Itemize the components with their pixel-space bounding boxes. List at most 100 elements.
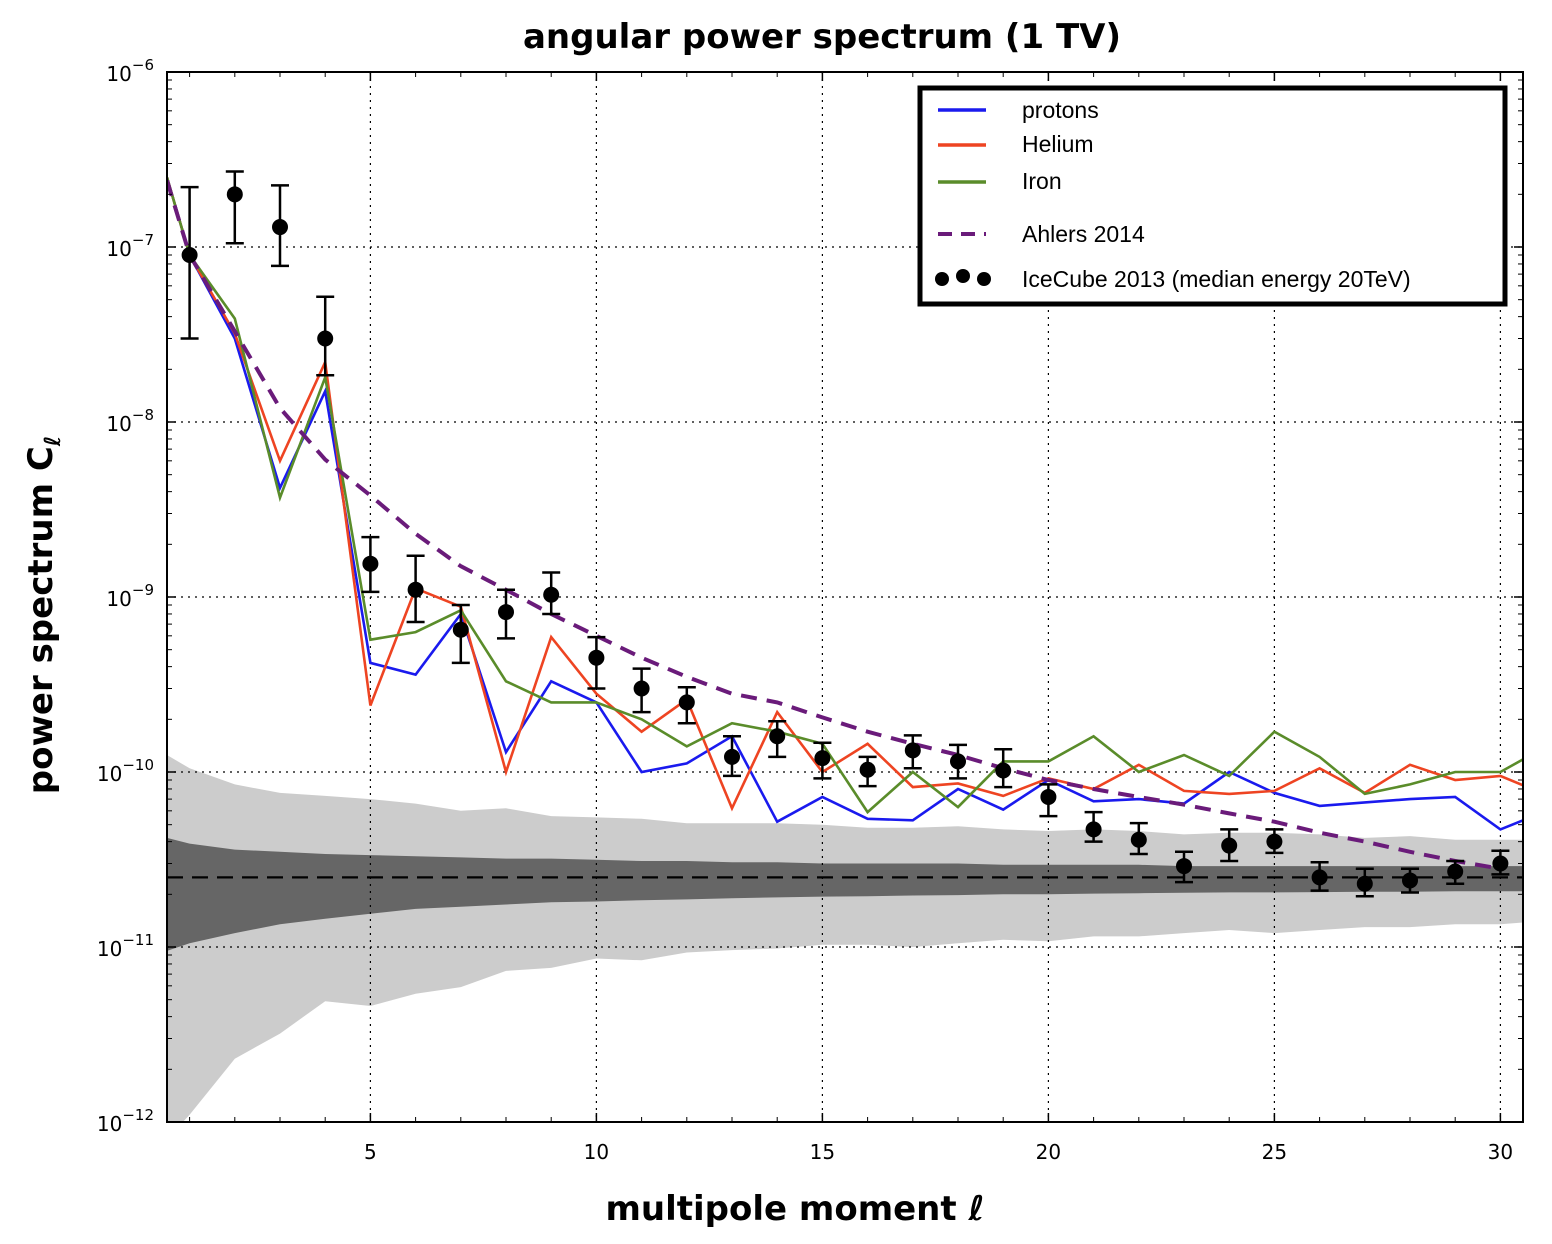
icecube-point-3 <box>271 184 289 268</box>
icecube-point-2 <box>225 170 244 245</box>
y-tick-label-base: 10 <box>106 412 131 436</box>
icecube-point-23 <box>1175 850 1193 884</box>
data-point-1 <box>181 247 198 264</box>
icecube-point-21 <box>1084 810 1103 843</box>
data-point-19 <box>995 762 1012 779</box>
icecube-point-12 <box>677 685 696 725</box>
legend-label-ahlers: Ahlers 2014 <box>1022 221 1145 247</box>
x-tick-labels: 5 10 15 20 25 30 <box>364 1140 1513 1164</box>
y-tick-label--6: 10−6 <box>106 56 154 86</box>
legend-label-helium: Helium <box>1022 131 1094 157</box>
icecube-point-30 <box>1491 849 1510 876</box>
x-tick-label-15: 15 <box>810 1140 835 1164</box>
y-tick-label-exponent: −8 <box>132 406 154 424</box>
y-tick-label--9: 10−9 <box>106 581 154 611</box>
y-tick-label--7: 10−7 <box>106 231 154 261</box>
x-tick-label-30: 30 <box>1488 1140 1513 1164</box>
data-point-12 <box>678 694 695 711</box>
icecube-point-1 <box>180 185 199 340</box>
y-tick-label-exponent: −10 <box>122 756 154 774</box>
data-point-7 <box>452 621 469 638</box>
icecube-point-6 <box>406 554 425 624</box>
data-point-13 <box>724 748 740 765</box>
icecube-point-19 <box>994 747 1013 789</box>
data-point-15 <box>814 750 831 767</box>
icecube-point-16 <box>858 755 877 788</box>
data-point-2 <box>226 186 243 203</box>
icecube-point-5 <box>361 535 380 594</box>
icecube-point-10 <box>587 635 606 690</box>
data-point-22 <box>1130 831 1147 848</box>
icecube-point-9 <box>542 571 561 616</box>
icecube-point-28 <box>1401 867 1419 894</box>
data-point-8 <box>498 604 514 621</box>
icecube-point-22 <box>1129 821 1148 856</box>
legend-label-iron: Iron <box>1022 168 1062 194</box>
icecube-point-24 <box>1220 828 1239 863</box>
series-line-protons <box>167 177 1523 831</box>
data-point-24 <box>1221 837 1238 854</box>
y-tick-label-base: 10 <box>97 762 122 786</box>
data-point-28 <box>1402 872 1418 889</box>
x-axis-label: multipole moment ℓ <box>605 1189 984 1229</box>
series-line-iron <box>167 177 1523 815</box>
y-tick-label-base: 10 <box>97 1112 122 1136</box>
y-tick-label--10: 10−10 <box>97 756 154 786</box>
icecube-point-18 <box>949 743 967 780</box>
icecube-point-8 <box>497 588 515 640</box>
icecube-point-17 <box>903 734 922 770</box>
data-point-9 <box>543 586 560 603</box>
icecube-point-11 <box>632 667 651 714</box>
data-point-27 <box>1356 875 1373 892</box>
chart-title: angular power spectrum (1 TV) <box>523 17 1121 57</box>
data-point-23 <box>1176 858 1192 875</box>
data-point-5 <box>362 555 379 572</box>
y-tick-label-base: 10 <box>106 62 131 86</box>
axis-ticks <box>167 71 1523 1123</box>
icecube-point-26 <box>1310 860 1329 892</box>
y-axis-label: power spectrum Cℓ <box>21 436 66 794</box>
data-point-11 <box>633 680 650 697</box>
x-tick-label-20: 20 <box>1036 1140 1061 1164</box>
data-point-3 <box>272 219 288 236</box>
y-tick-label-exponent: −6 <box>132 56 154 74</box>
legend-box <box>917 85 1508 307</box>
legend-marker-icecube-2 <box>956 269 970 283</box>
data-point-14 <box>769 728 786 745</box>
data-point-30 <box>1492 855 1509 872</box>
legend: protons Helium Iron Ahlers 2014 IceCube … <box>917 85 1508 307</box>
icecube-point-27 <box>1355 867 1374 898</box>
y-tick-label--12: 10−12 <box>97 1106 154 1136</box>
data-point-20 <box>1040 788 1057 805</box>
outer-band <box>167 755 1523 1122</box>
legend-marker-icecube-3 <box>977 272 991 286</box>
legend-label-protons: protons <box>1022 97 1099 123</box>
y-tick-label--11: 10−11 <box>97 931 154 961</box>
icecube-point-20 <box>1039 783 1058 818</box>
icecube-point-15 <box>813 741 832 780</box>
y-tick-label-base: 10 <box>106 237 131 261</box>
y-axis-label-subscript: ℓ <box>41 436 66 447</box>
x-tick-label-10: 10 <box>584 1140 609 1164</box>
y-tick-label-base: 10 <box>97 937 122 961</box>
x-tick-label-25: 25 <box>1262 1140 1287 1164</box>
data-point-26 <box>1311 869 1328 886</box>
data-point-21 <box>1085 821 1102 838</box>
data-point-16 <box>859 761 876 778</box>
icecube-point-29 <box>1446 859 1465 885</box>
data-point-10 <box>588 649 605 666</box>
y-tick-label-exponent: −7 <box>132 231 154 249</box>
data-point-29 <box>1447 863 1464 880</box>
icecube-point-14 <box>768 719 787 759</box>
y-tick-label-exponent: −9 <box>132 581 154 599</box>
data-point-18 <box>950 753 966 770</box>
icecube-point-4 <box>316 295 335 377</box>
legend-marker-icecube-1 <box>935 272 949 286</box>
data-point-6 <box>407 581 424 598</box>
legend-label-icecube: IceCube 2013 (median energy 20TeV) <box>1022 266 1411 292</box>
y-tick-label-base: 10 <box>106 587 131 611</box>
data-point-25 <box>1266 833 1283 850</box>
y-tick-label-exponent: −11 <box>122 931 154 949</box>
icecube-point-7 <box>451 603 470 665</box>
